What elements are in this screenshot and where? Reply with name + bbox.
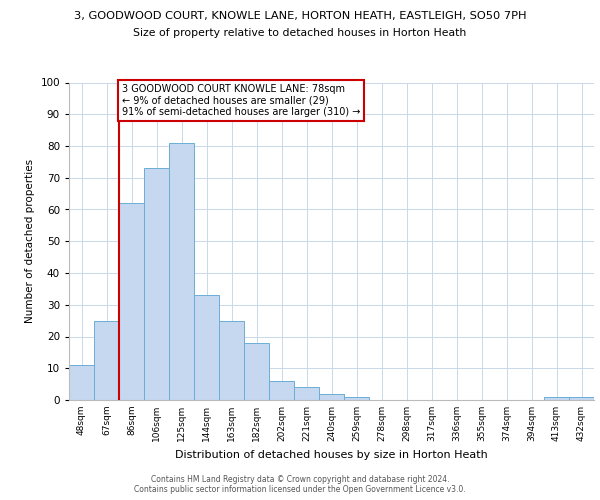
Bar [244,343,269,400]
Bar [344,397,369,400]
Y-axis label: Number of detached properties: Number of detached properties [25,159,35,324]
Text: Contains HM Land Registry data © Crown copyright and database right 2024.
Contai: Contains HM Land Registry data © Crown c… [134,474,466,494]
Text: 3 GOODWOOD COURT KNOWLE LANE: 78sqm
← 9% of detached houses are smaller (29)
91%: 3 GOODWOOD COURT KNOWLE LANE: 78sqm ← 9%… [121,84,360,117]
Text: 3, GOODWOOD COURT, KNOWLE LANE, HORTON HEATH, EASTLEIGH, SO50 7PH: 3, GOODWOOD COURT, KNOWLE LANE, HORTON H… [74,11,526,21]
Bar [544,397,569,400]
Bar [194,295,219,400]
Bar [144,168,169,400]
X-axis label: Distribution of detached houses by size in Horton Heath: Distribution of detached houses by size … [175,450,488,460]
Bar [94,320,119,400]
Bar [169,143,194,400]
Bar [569,397,594,400]
Bar [69,365,94,400]
Bar [119,203,144,400]
Bar [294,388,319,400]
Bar [319,394,344,400]
Bar [219,320,244,400]
Text: Size of property relative to detached houses in Horton Heath: Size of property relative to detached ho… [133,28,467,38]
Bar [269,381,294,400]
